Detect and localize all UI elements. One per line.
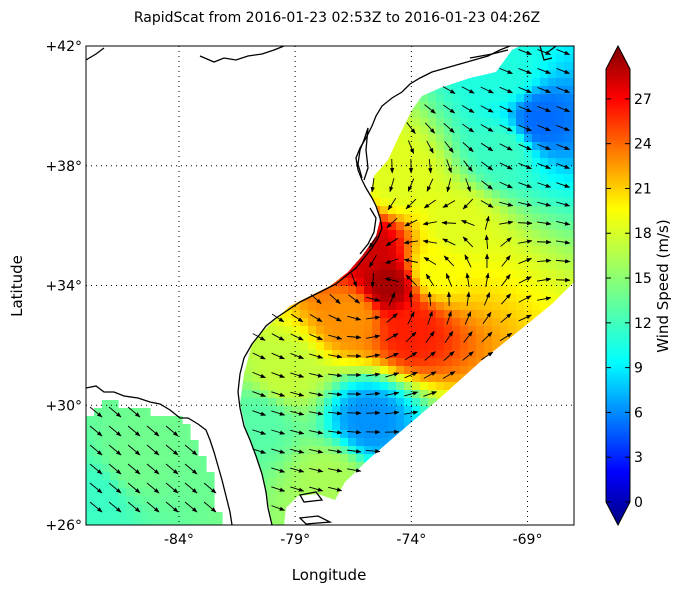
- colorbar-tick-label: 0: [634, 495, 643, 511]
- colorbar-tick-label: 6: [634, 405, 643, 421]
- y-tick-label: +34°: [45, 279, 82, 295]
- colorbar-tick-label: 3: [634, 450, 643, 466]
- y-tick-label: +30°: [45, 398, 82, 414]
- colorbar-tick-label: 21: [634, 181, 652, 197]
- colorbar-tick-label: 27: [634, 92, 652, 108]
- map-frame: [85, 45, 575, 526]
- colorbar-tick-label: 9: [634, 361, 643, 377]
- bahamas-outline: [298, 491, 333, 525]
- cape-cod-outline: [539, 46, 557, 61]
- chesapeake-bay-outline: [357, 127, 369, 181]
- x-tick-label: -79°: [280, 532, 310, 548]
- x-tick-label: -69°: [513, 532, 543, 548]
- outer-banks-outline: [359, 207, 377, 255]
- y-tick-label: +38°: [45, 159, 82, 175]
- east-coast-coastline: [86, 46, 511, 525]
- lake-outline: [86, 47, 105, 61]
- colorbar-label: Wind Speed (m/s): [654, 219, 672, 352]
- y-axis-label: Latitude: [8, 255, 26, 317]
- colorbar-ticks: 0 3 6 9 12 15 18 21 24 27: [606, 92, 652, 511]
- x-axis-label: Longitude: [292, 566, 367, 584]
- colorbar-tick-label: 15: [634, 271, 652, 287]
- x-tick-label: -84°: [164, 532, 194, 548]
- colorbar-tick-label: 24: [634, 137, 652, 153]
- colorbar-tick-label: 12: [634, 316, 652, 332]
- great-lakes-shore: [199, 46, 285, 63]
- x-tick-label: -74°: [396, 532, 426, 548]
- wind-vector-arrows: [89, 49, 571, 513]
- colorbar: 0 3 6 9 12 15 18 21 24 27 Wind Speed (m/s): [605, 44, 672, 527]
- colorbar-bar: [605, 44, 631, 527]
- map-title: RapidScat from 2016-01-23 02:53Z to 2016…: [134, 10, 540, 26]
- y-tick-label: +42°: [45, 39, 82, 55]
- long-island-outline: [469, 49, 509, 59]
- y-axis-ticks: +26° +30° +34° +38° +42°: [45, 39, 82, 534]
- colorbar-tick-label: 18: [634, 226, 652, 242]
- map-plot-area: [86, 46, 574, 525]
- y-tick-label: +26°: [45, 518, 82, 534]
- coastline: [86, 46, 557, 525]
- x-axis-ticks: -84° -79° -74° -69°: [164, 532, 542, 548]
